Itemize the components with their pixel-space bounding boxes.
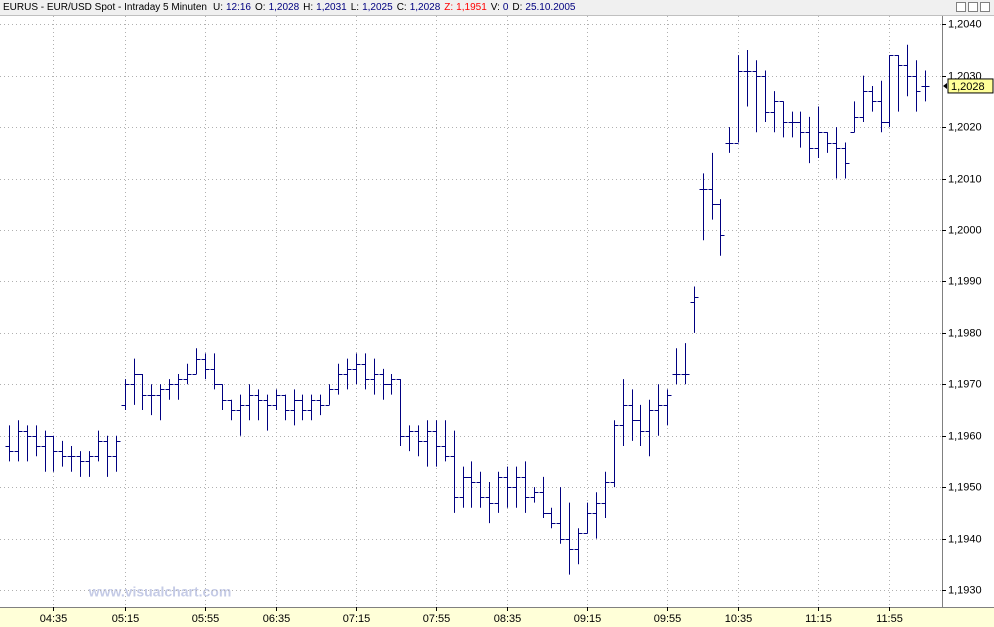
chart: www.visualchart.com 1,1930 1,1940 1,1950 1,… — [0, 16, 994, 627]
header-label: Z: — [444, 2, 454, 13]
last-price-label: 1,2028 — [951, 81, 985, 93]
x-tick-label: 06:35 — [263, 613, 291, 625]
close-button[interactable] — [980, 2, 990, 12]
x-tick-label: 11:15 — [805, 613, 832, 625]
x-tick-label: 09:55 — [654, 613, 682, 625]
x-tick-label: 04:35 — [40, 613, 68, 625]
x-tick-label: 07:15 — [343, 613, 371, 625]
x-tick-label: 08:35 — [494, 613, 522, 625]
header-value: 1,2028 — [409, 2, 441, 13]
minimize-button[interactable] — [956, 2, 966, 12]
y-tick-label: 1,1940 — [948, 533, 982, 545]
y-tick-label: 1,1930 — [948, 584, 982, 596]
watermark: www.visualchart.com — [88, 584, 232, 600]
y-tick-label: 1,1950 — [948, 481, 982, 493]
last-price-pointer — [943, 82, 947, 89]
x-tick-label: 10:35 — [725, 613, 753, 625]
time-axis — [0, 607, 994, 627]
y-tick-label: 1,1980 — [948, 327, 982, 339]
x-tick-label: 05:55 — [192, 613, 220, 625]
header-value: 1,2025 — [362, 2, 393, 13]
y-tick-label: 1,1990 — [948, 275, 982, 287]
header-value: 1,2031 — [316, 2, 347, 13]
y-tick-label: 1,1970 — [948, 378, 982, 390]
header-label: C: — [396, 2, 407, 13]
y-tick-label: 1,2000 — [948, 224, 982, 236]
header-label: D: — [512, 2, 523, 13]
header-label: O: — [255, 2, 266, 13]
x-tick-label: 11:55 — [876, 613, 903, 625]
plot-area — [0, 16, 942, 607]
y-tick-label: 1,2020 — [948, 121, 982, 133]
header-label: L: — [350, 2, 360, 13]
header-value: 0 — [502, 2, 509, 13]
x-tick-label: 05:15 — [112, 613, 140, 625]
last-price-box — [947, 78, 994, 94]
header-label: H: — [303, 2, 314, 13]
header-label: V: — [490, 2, 500, 13]
maximize-button[interactable] — [968, 2, 978, 12]
y-tick-label: 1,2010 — [948, 173, 982, 185]
y-tick-label: 1,2040 — [948, 18, 982, 30]
x-tick-label: 09:15 — [574, 613, 602, 625]
header-value: 1,1951 — [456, 2, 487, 13]
x-tick-label: 07:55 — [423, 613, 451, 625]
header-value: 1,2028 — [268, 2, 300, 13]
window-buttons — [956, 2, 990, 12]
header-value: 25.10.2005 — [525, 2, 576, 13]
header-bar: EURUS - EUR/USD Spot - Intraday 5 Minute… — [0, 0, 994, 16]
y-tick-label: 1,1960 — [948, 430, 982, 442]
header-value: 12:16 — [225, 2, 251, 13]
header-label: U: — [212, 2, 223, 13]
chart-title: EURUS - EUR/USD Spot - Intraday 5 Minute… — [3, 2, 207, 13]
